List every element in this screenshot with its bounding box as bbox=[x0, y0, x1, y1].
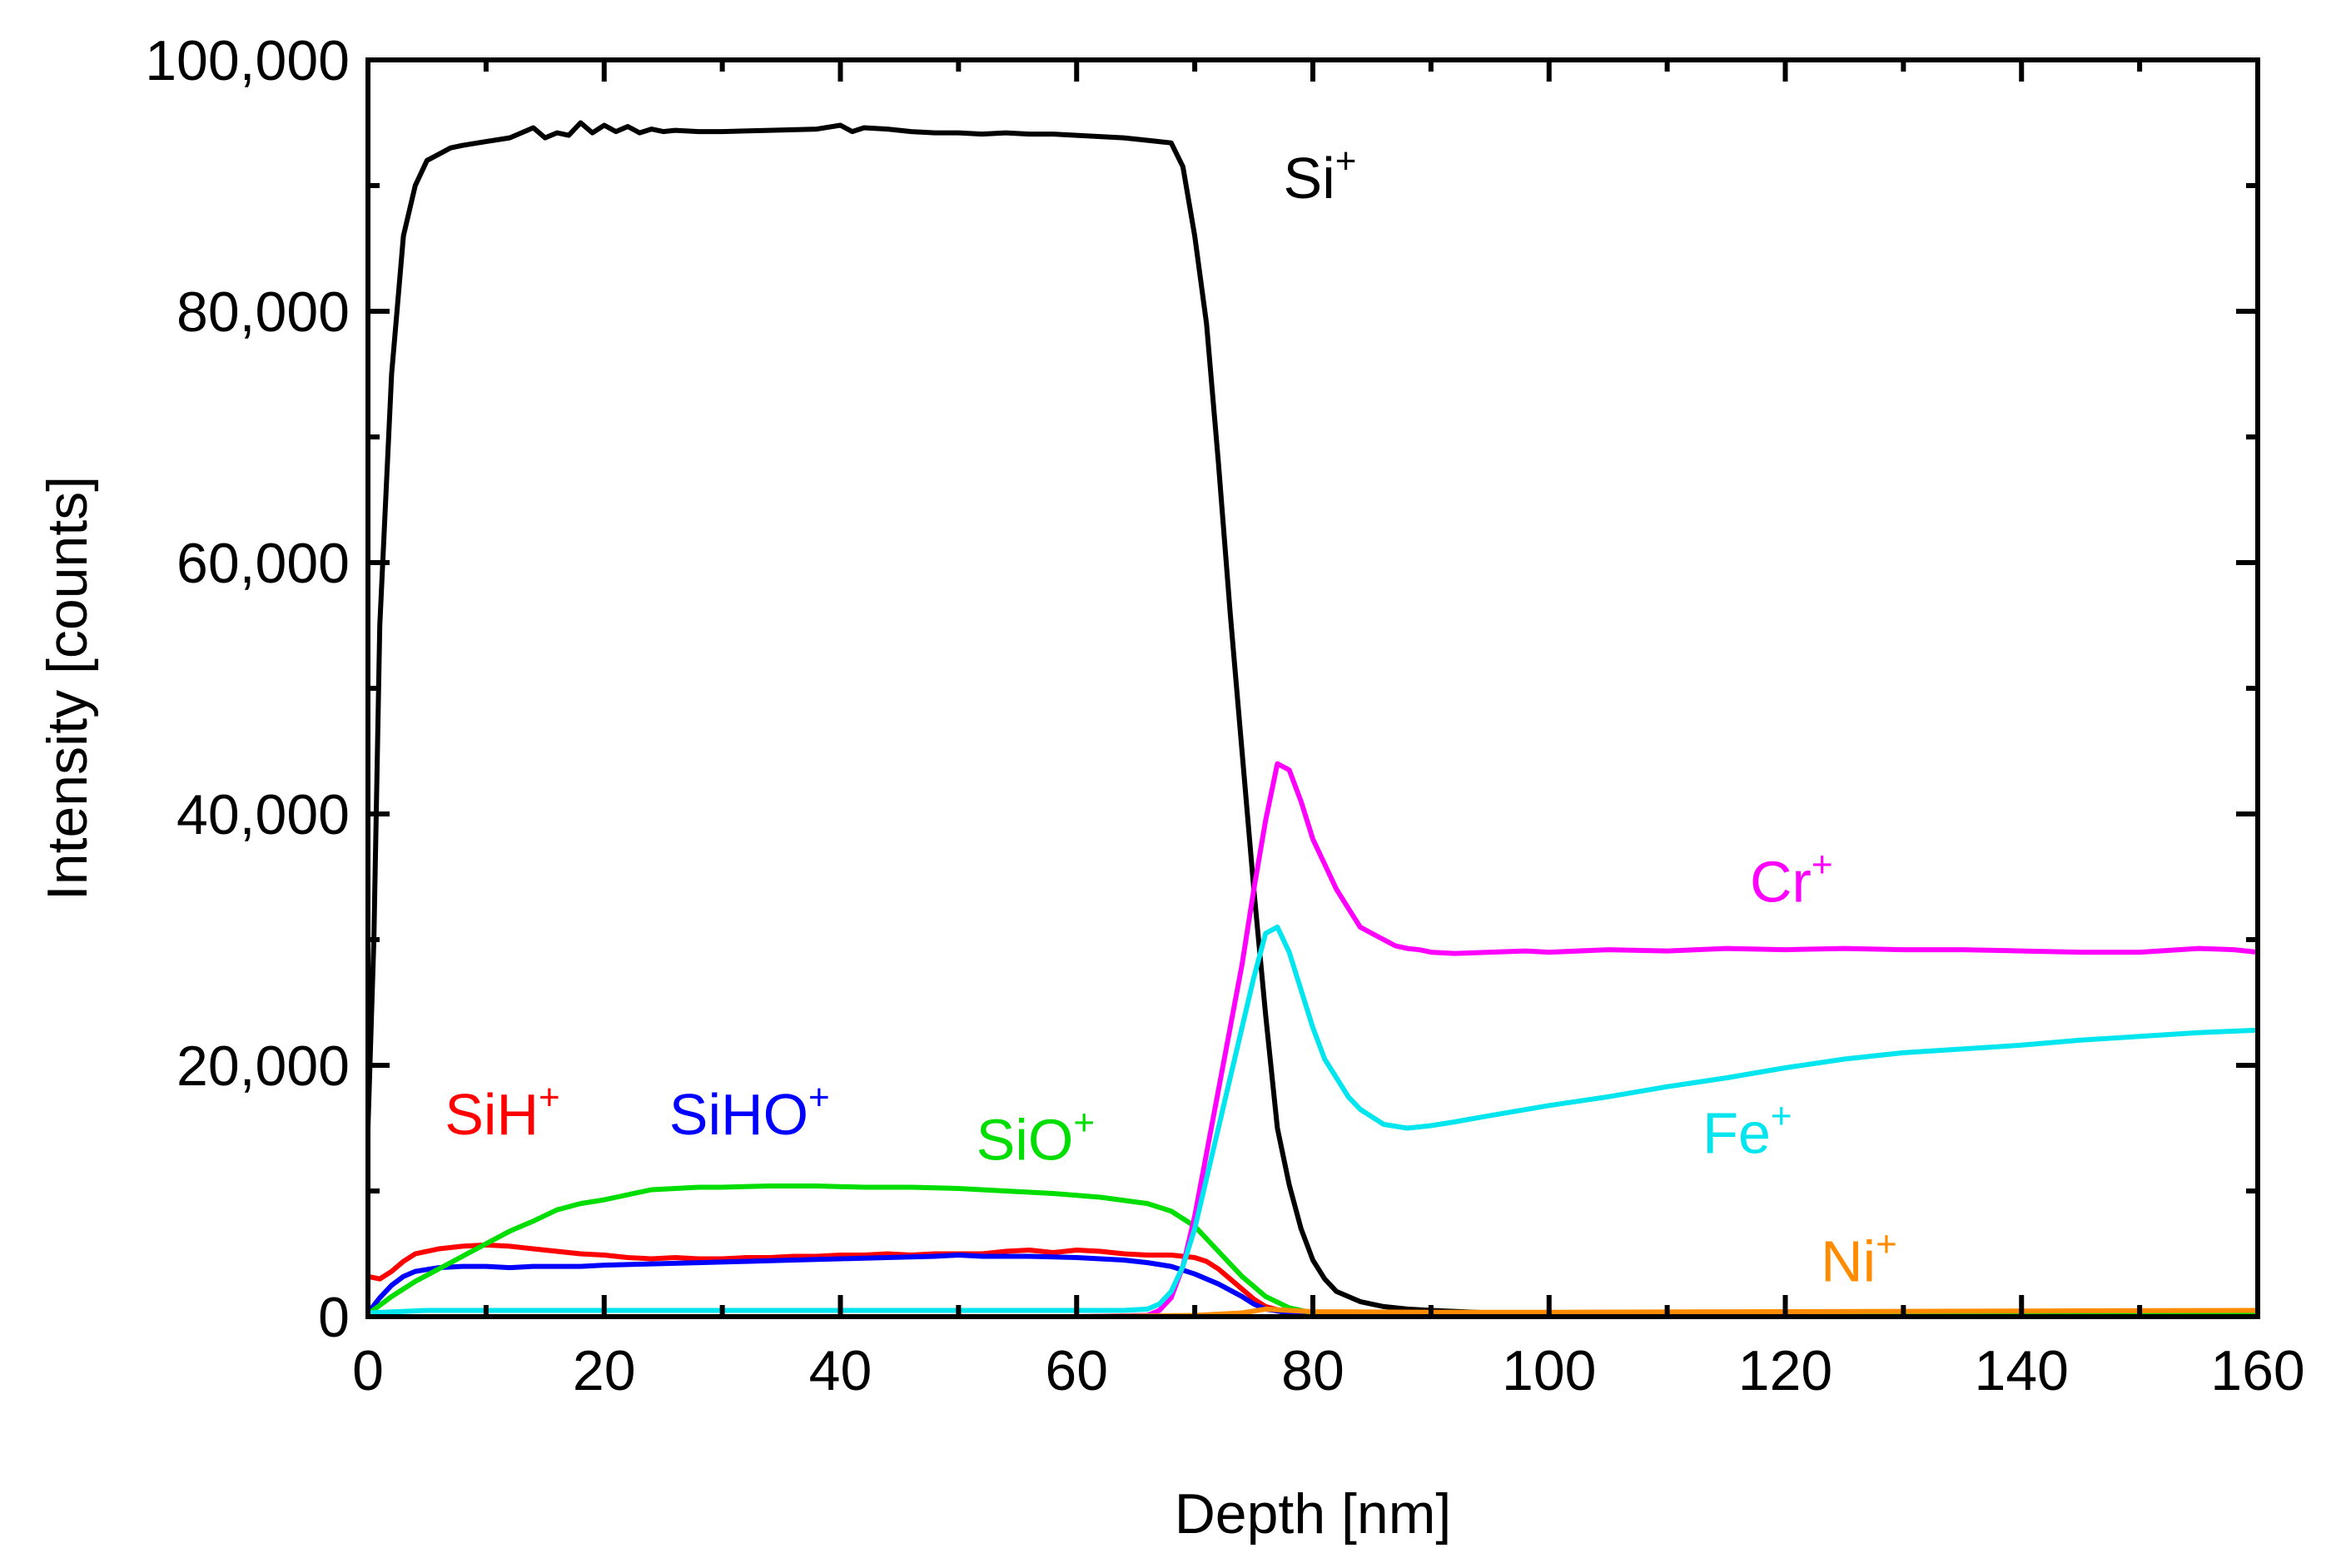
y-tick-label: 40,000 bbox=[176, 783, 350, 846]
series-label-ni: Ni+ bbox=[1821, 1224, 1897, 1294]
y-tick-label: 20,000 bbox=[176, 1035, 350, 1098]
x-tick-label: 160 bbox=[2210, 1339, 2304, 1402]
series-line-siho bbox=[365, 1253, 2260, 1318]
series-label-sih: SiH+ bbox=[445, 1077, 560, 1147]
y-tick-label: 100,000 bbox=[145, 29, 350, 92]
x-axis-title: Depth [nm] bbox=[1175, 1482, 1452, 1546]
series-line-fe bbox=[365, 924, 2260, 1316]
tick-layer bbox=[365, 57, 2260, 1319]
x-tick-label: 100 bbox=[1502, 1339, 1596, 1402]
series-label-layer: Si+ SiH+ SiHO+ SiO+ Cr+ Fe+ Ni+ bbox=[445, 141, 1897, 1294]
y-axis-title: Intensity [counts] bbox=[36, 476, 99, 901]
x-tick-label: 120 bbox=[1738, 1339, 1832, 1402]
series-label-cr: Cr+ bbox=[1750, 845, 1833, 915]
y-tick-label: 80,000 bbox=[176, 280, 350, 344]
plot-frame bbox=[365, 57, 2260, 1319]
x-tick-label: 140 bbox=[1975, 1339, 2069, 1402]
tick-label-layer: 0 20 40 60 80 100 120 140 160 0 20,000 40,000 60,000… bbox=[145, 29, 2305, 1402]
series-line-cr bbox=[365, 761, 2260, 1319]
y-tick-label: 60,000 bbox=[176, 532, 350, 595]
series-label-si: Si+ bbox=[1284, 141, 1357, 211]
series-label-fe: Fe+ bbox=[1702, 1096, 1792, 1166]
x-tick-label: 0 bbox=[352, 1339, 384, 1402]
x-tick-label: 40 bbox=[809, 1339, 872, 1402]
x-tick-label: 20 bbox=[573, 1339, 636, 1402]
series-label-siho: SiHO+ bbox=[669, 1077, 830, 1147]
y-tick-label: 0 bbox=[318, 1286, 350, 1349]
series-line-si bbox=[365, 120, 2260, 1318]
x-tick-label: 80 bbox=[1281, 1339, 1344, 1402]
x-tick-label: 60 bbox=[1045, 1339, 1108, 1402]
series-layer bbox=[365, 120, 2260, 1319]
series-label-sio: SiO+ bbox=[977, 1102, 1095, 1172]
